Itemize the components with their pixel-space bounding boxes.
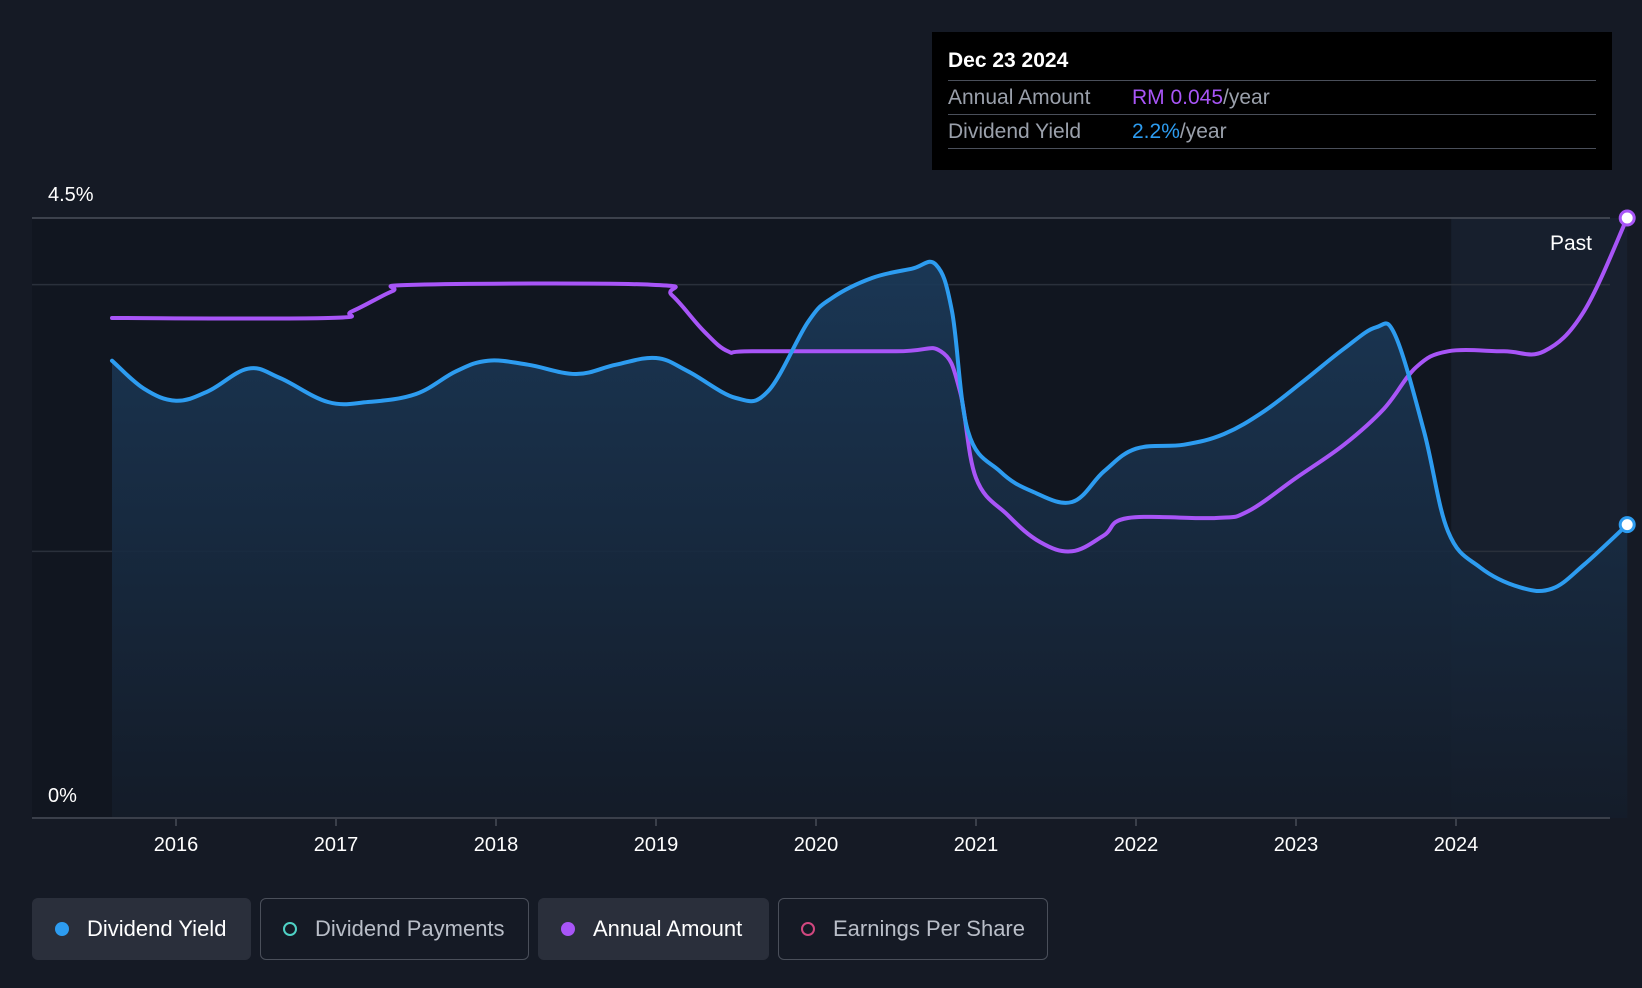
tooltip-row-dividend-yield: Dividend Yield 2.2% /year — [948, 115, 1596, 149]
x-tick-label-2019: 2019 — [634, 834, 679, 856]
dividend-payments-ring-icon — [283, 922, 297, 936]
annual-amount-line — [110, 216, 1630, 554]
x-axis-ticks: 2016 2017 2018 2019 2020 2021 2022 2023 2024 — [154, 818, 1479, 856]
x-tick-label-2018: 2018 — [474, 834, 519, 856]
tooltip-row-annual-amount: Annual Amount RM 0.045 /year — [948, 81, 1596, 115]
tooltip-label: Dividend Yield — [948, 120, 1082, 143]
tooltip-value: RM 0.045 — [1132, 86, 1224, 109]
x-tick-label-2020: 2020 — [794, 834, 839, 856]
x-tick-label-2024: 2024 — [1434, 834, 1479, 856]
hover-tooltip: Dec 23 2024 Annual Amount RM 0.045 /year… — [932, 32, 1612, 170]
legend-label: Earnings Per Share — [833, 916, 1025, 941]
legend: Dividend Yield Dividend Payments Annual … — [32, 898, 1048, 962]
y-axis-top-label: 4.5% — [48, 184, 94, 206]
tooltip-label: Annual Amount — [948, 86, 1091, 109]
tooltip-unit: /year — [1179, 120, 1227, 143]
dividend-yield-dot-icon — [55, 922, 69, 936]
legend-label: Dividend Yield — [87, 916, 227, 941]
tooltip-unit: /year — [1223, 86, 1270, 109]
legend-dividend-payments[interactable]: Dividend Payments — [260, 898, 529, 960]
dividend-yield-line — [110, 259, 1630, 594]
earnings-per-share-ring-icon — [801, 922, 815, 936]
x-tick-label-2023: 2023 — [1274, 834, 1319, 856]
annual-amount-dot-icon — [561, 922, 575, 936]
dividend-yield-area — [112, 261, 1628, 818]
tooltip-date: Dec 23 2024 — [948, 46, 1596, 81]
legend-label: Annual Amount — [593, 916, 743, 941]
x-tick-label-2021: 2021 — [954, 834, 999, 856]
legend-earnings-per-share[interactable]: Earnings Per Share — [778, 898, 1048, 960]
legend-label: Dividend Payments — [315, 916, 505, 941]
legend-dividend-yield[interactable]: Dividend Yield — [32, 898, 251, 960]
annual-amount-end-marker — [1618, 209, 1636, 227]
legend-annual-amount[interactable]: Annual Amount — [538, 898, 769, 960]
tooltip-value: 2.2% — [1132, 120, 1180, 143]
y-axis-bottom-label: 0% — [48, 785, 77, 807]
x-tick-label-2022: 2022 — [1114, 834, 1159, 856]
x-tick-label-2017: 2017 — [314, 834, 359, 856]
past-label: Past — [1550, 232, 1592, 255]
x-tick-label-2016: 2016 — [154, 834, 199, 856]
dividend-yield-end-marker — [1618, 516, 1636, 534]
